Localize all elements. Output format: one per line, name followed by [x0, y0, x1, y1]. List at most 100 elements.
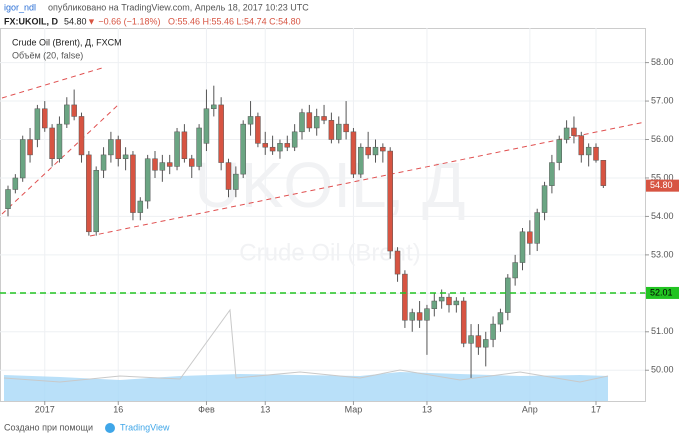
candle-body — [34, 108, 41, 140]
x-tick-label: Апр — [522, 404, 538, 414]
volume-ma — [3, 308, 609, 383]
plot-frame — [0, 28, 646, 402]
candle-body — [358, 146, 364, 175]
candle-body — [380, 146, 386, 152]
candle-body — [115, 139, 121, 159]
candle-body — [108, 139, 114, 156]
candle-body — [291, 131, 298, 148]
candle-body — [585, 146, 592, 156]
candle-body — [255, 116, 261, 144]
footer-brand[interactable]: TradingView — [120, 422, 170, 432]
candle-body — [512, 262, 518, 279]
candle-body — [203, 108, 210, 144]
trend-line — [1, 104, 119, 215]
candle-body — [431, 300, 438, 309]
y-tick-label: 50.00 — [651, 365, 674, 375]
x-tick-label: 13 — [260, 404, 270, 414]
candle-body — [225, 162, 232, 190]
y-tick-label: 56.00 — [651, 134, 674, 144]
y-tick-label: 51.00 — [651, 326, 674, 336]
candle-body — [100, 154, 107, 171]
candle-body — [438, 296, 445, 302]
hline-label-box — [646, 286, 679, 299]
trend-line — [1, 67, 103, 99]
candle-body — [372, 146, 379, 156]
candle-body — [181, 131, 188, 159]
y-tick-label: 53.00 — [651, 249, 674, 259]
candle-body — [321, 116, 327, 121]
author[interactable]: igor_ndl — [4, 2, 36, 12]
x-tick-label: 13 — [422, 404, 432, 414]
x-tick-label: Мар — [345, 404, 363, 414]
candle-body — [534, 212, 540, 244]
candle-body — [262, 143, 268, 148]
candle-body — [556, 139, 562, 163]
y-tick-label: 55.00 — [651, 172, 674, 182]
candle-body — [218, 104, 224, 163]
candle-body — [284, 143, 291, 148]
candle-body — [277, 143, 283, 152]
candle-body — [196, 127, 202, 167]
candle-body — [19, 139, 26, 179]
candle-body — [505, 277, 511, 313]
candle-body — [130, 154, 136, 213]
candle-body — [387, 150, 393, 252]
candle-body — [541, 185, 548, 213]
candle-body — [519, 231, 526, 263]
y-tick-label: 54.00 — [651, 211, 674, 221]
candle-body — [424, 308, 430, 321]
y-tick-label: 57.00 — [651, 95, 674, 105]
price: 54.80 — [64, 16, 87, 26]
candle-body — [328, 120, 335, 140]
candle-body — [166, 162, 173, 167]
candle-body — [549, 162, 555, 186]
candle-body — [240, 123, 246, 175]
candle-body — [71, 104, 77, 117]
candle-body — [409, 312, 415, 321]
candle-body — [394, 250, 401, 275]
candle-body — [152, 158, 158, 171]
ohlc: O:55.46 H:55.46 L:54.74 C:54.80 — [168, 16, 301, 26]
candle-body — [78, 116, 85, 156]
candle-body — [527, 231, 533, 244]
logo — [105, 423, 115, 433]
candle-body — [350, 131, 357, 175]
hline-label: 52.01 — [650, 287, 673, 297]
x-tick-label: Фев — [198, 404, 215, 414]
candle-body — [483, 339, 489, 348]
candle-body — [402, 273, 408, 321]
x-tick-label: 2017 — [35, 404, 55, 414]
candle-body — [144, 158, 151, 202]
candle-body — [64, 104, 70, 125]
symbol: FX:UKOIL, D — [4, 16, 58, 26]
candle-body — [299, 112, 305, 133]
candle-body — [600, 160, 607, 186]
candle-body — [336, 123, 342, 140]
candle-body — [416, 312, 423, 321]
candle-body — [189, 158, 195, 167]
x-tick-label: 16 — [113, 404, 123, 414]
candle-body — [5, 189, 11, 209]
candle-body — [306, 112, 313, 129]
candle-body — [93, 170, 99, 233]
candle-body — [269, 146, 276, 152]
x-tick-label: 17 — [591, 404, 601, 414]
volume-area — [4, 372, 608, 401]
candle-body — [233, 173, 239, 190]
candle-body — [497, 312, 504, 325]
candle-body — [42, 108, 48, 129]
footer-text: Создано при помощи — [4, 422, 93, 432]
price-label-box — [646, 179, 679, 192]
candle-body — [365, 146, 371, 156]
candle-body — [247, 116, 254, 125]
candle-body — [563, 127, 570, 140]
change: ▼ −0.66 (−1.18%) — [87, 16, 160, 26]
candle-body — [460, 300, 467, 344]
price-label: 54.80 — [650, 180, 673, 190]
candle-body — [174, 131, 180, 167]
legend-series: Crude Oil (Brent), Д, FXCM — [12, 37, 122, 47]
candle-body — [593, 146, 599, 161]
candle-body — [12, 177, 19, 190]
published: опубликовано на TradingView.com, Апрель … — [48, 2, 309, 12]
